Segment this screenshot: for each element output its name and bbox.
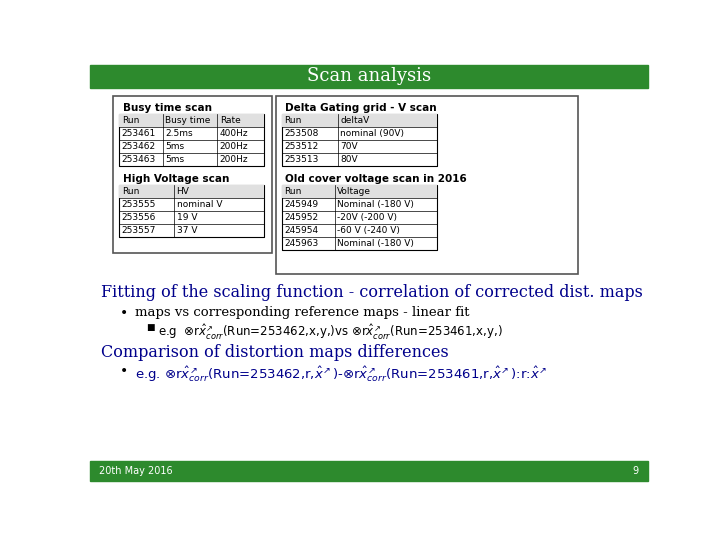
Text: 253463: 253463	[122, 156, 156, 164]
Text: Delta Gating grid - V scan: Delta Gating grid - V scan	[285, 103, 437, 113]
Text: -60 V (-240 V): -60 V (-240 V)	[337, 226, 400, 235]
Text: nominal V: nominal V	[176, 200, 222, 209]
Text: 20th May 2016: 20th May 2016	[99, 465, 173, 476]
Bar	[282, 185, 437, 251]
Text: 253555: 253555	[122, 200, 156, 209]
Text: maps vs corresponding reference maps - linear fit: maps vs corresponding reference maps - l…	[135, 306, 469, 319]
Text: 245954: 245954	[284, 226, 319, 235]
Bar	[113, 96, 272, 253]
Bar	[120, 185, 264, 198]
Bar	[282, 185, 437, 198]
Text: 400Hz: 400Hz	[220, 129, 248, 138]
Text: 2.5ms: 2.5ms	[165, 129, 193, 138]
Bar	[276, 96, 578, 274]
Text: 19 V: 19 V	[176, 213, 197, 222]
Text: HV: HV	[176, 187, 189, 196]
Text: Nominal (-180 V): Nominal (-180 V)	[337, 200, 414, 209]
Text: 253512: 253512	[284, 143, 319, 151]
Text: Run: Run	[284, 187, 302, 196]
Text: 200Hz: 200Hz	[220, 156, 248, 164]
Text: 245963: 245963	[284, 239, 319, 248]
Text: 5ms: 5ms	[165, 143, 184, 151]
Text: nominal (90V): nominal (90V)	[341, 129, 405, 138]
Text: 200Hz: 200Hz	[220, 143, 248, 151]
Text: 245952: 245952	[284, 213, 319, 222]
Text: 37 V: 37 V	[176, 226, 197, 235]
Text: Old cover voltage scan in 2016: Old cover voltage scan in 2016	[285, 174, 467, 184]
Text: 253462: 253462	[122, 143, 156, 151]
Bar	[120, 185, 264, 237]
Bar	[282, 114, 437, 127]
Text: 9: 9	[633, 465, 639, 476]
Text: Busy time scan: Busy time scan	[122, 103, 212, 113]
Text: Nominal (-180 V): Nominal (-180 V)	[337, 239, 414, 248]
Text: Voltage: Voltage	[337, 187, 372, 196]
Bar	[282, 114, 437, 166]
Text: 253557: 253557	[122, 226, 156, 235]
Text: 245949: 245949	[284, 200, 319, 209]
Text: Run: Run	[122, 187, 139, 196]
Text: Run: Run	[284, 116, 302, 125]
Bar	[90, 65, 648, 88]
Text: -20V (-200 V): -20V (-200 V)	[337, 213, 397, 222]
Text: •: •	[120, 364, 127, 379]
Text: 253556: 253556	[122, 213, 156, 222]
Text: 253508: 253508	[284, 129, 319, 138]
Text: deltaV: deltaV	[341, 116, 369, 125]
Bar	[90, 461, 648, 481]
Text: e.g  $\otimes$r$\hat{x}^{\!\nearrow}_{corr}$(Run=253462,x,y,)vs $\otimes$r$\hat{: e.g $\otimes$r$\hat{x}^{\!\nearrow}_{cor…	[158, 323, 503, 342]
Text: Scan analysis: Scan analysis	[307, 68, 431, 85]
Text: 253513: 253513	[284, 156, 319, 164]
Text: 80V: 80V	[341, 156, 358, 164]
Text: High Voltage scan: High Voltage scan	[122, 174, 229, 184]
Text: Comparison of distortion maps differences: Comparison of distortion maps difference…	[101, 345, 449, 361]
Text: Busy time: Busy time	[165, 116, 210, 125]
Text: 253461: 253461	[122, 129, 156, 138]
Bar	[120, 114, 264, 127]
Text: •: •	[120, 306, 127, 320]
Text: Run: Run	[122, 116, 139, 125]
Text: Rate: Rate	[220, 116, 240, 125]
Text: 5ms: 5ms	[165, 156, 184, 164]
Text: Fitting of the scaling function - correlation of corrected dist. maps: Fitting of the scaling function - correl…	[101, 284, 643, 301]
Text: e.g. $\otimes$r$\hat{x}^{\!\nearrow}_{corr}$(Run=253462,r,$\hat{x}^{\!\nearrow}$: e.g. $\otimes$r$\hat{x}^{\!\nearrow}_{co…	[135, 364, 546, 384]
Text: 70V: 70V	[341, 143, 358, 151]
Text: ■: ■	[145, 323, 154, 332]
Bar	[120, 114, 264, 166]
